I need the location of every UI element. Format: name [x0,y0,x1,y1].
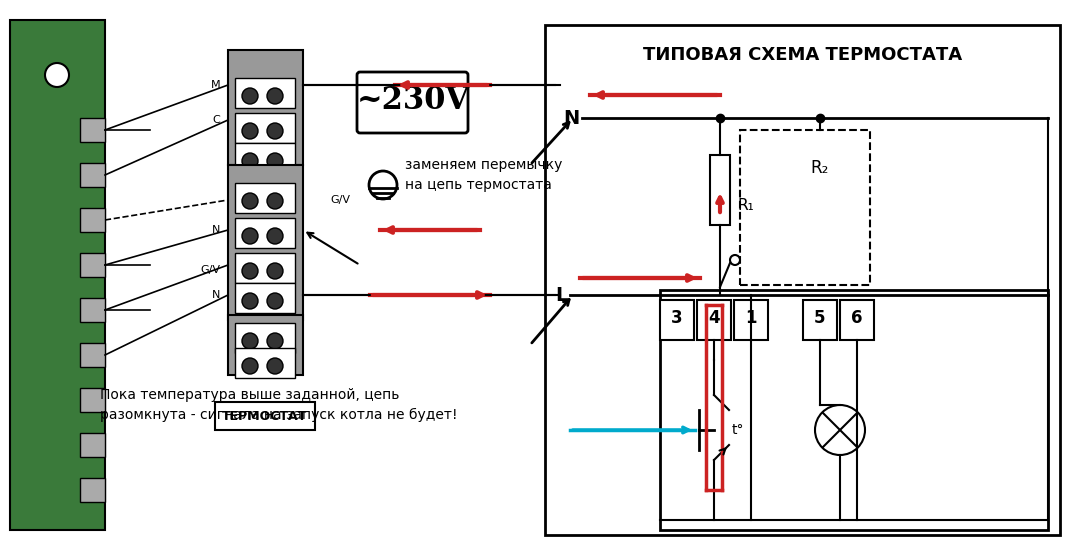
Text: 6: 6 [851,309,863,327]
Circle shape [242,333,258,349]
Text: 5: 5 [814,309,826,327]
Bar [228,315,303,375]
Bar [215,402,315,430]
Bar [80,253,105,277]
Circle shape [242,153,258,169]
Text: заменяем перемычку: заменяем перемычку [405,158,562,172]
Text: 4: 4 [708,309,720,327]
Circle shape [267,123,283,139]
Text: R₁: R₁ [738,197,755,212]
Text: N: N [563,108,579,127]
Circle shape [242,293,258,309]
Bar [803,300,838,340]
Bar [235,143,295,173]
Bar [235,113,295,143]
Text: на цепь термостата: на цепь термостата [405,178,552,192]
Text: ТЕРМОСТАТ: ТЕРМОСТАТ [223,410,307,423]
Circle shape [242,358,258,374]
Text: N: N [212,290,220,300]
Bar [235,78,295,108]
Circle shape [267,228,283,244]
Bar [80,163,105,187]
Circle shape [267,358,283,374]
Text: ~230V: ~230V [357,85,469,116]
Bar [235,348,295,378]
Bar [235,323,295,353]
Circle shape [815,405,865,455]
Circle shape [267,88,283,104]
Text: N: N [212,225,220,235]
Bar [228,50,303,165]
Text: L: L [555,285,568,305]
FancyBboxPatch shape [357,72,468,133]
Circle shape [267,153,283,169]
Text: M: M [210,80,220,90]
Circle shape [242,123,258,139]
Bar [710,155,730,225]
Text: 1: 1 [745,309,757,327]
Circle shape [45,63,69,87]
Circle shape [267,333,283,349]
Bar [80,208,105,232]
Bar [740,130,870,285]
Bar [80,343,105,367]
Circle shape [242,193,258,209]
Bar [840,300,874,340]
Text: R₂: R₂ [811,159,829,177]
Bar [235,283,295,313]
Bar [80,298,105,322]
Text: G/V: G/V [330,195,350,205]
Circle shape [369,171,397,199]
Bar [660,300,694,340]
Text: разомкнута - сигнала на запуск котла не будет!: разомкнута - сигнала на запуск котла не … [100,408,457,422]
Text: C: C [212,115,220,125]
Bar [697,300,731,340]
Bar [80,478,105,502]
Circle shape [267,293,283,309]
Bar [80,433,105,457]
Bar [235,183,295,213]
Bar [80,118,105,142]
Bar [545,25,1060,535]
Bar [235,218,295,248]
Circle shape [267,263,283,279]
Circle shape [242,88,258,104]
Bar [734,300,768,340]
Bar [80,388,105,412]
Text: t°: t° [731,423,744,437]
Text: G/V: G/V [200,265,220,275]
Circle shape [267,193,283,209]
Text: Пока температура выше заданной, цепь: Пока температура выше заданной, цепь [100,388,399,402]
Bar [660,290,1049,530]
Circle shape [242,228,258,244]
Bar [10,20,105,530]
Circle shape [242,263,258,279]
Text: 3: 3 [672,309,683,327]
Bar [228,165,303,320]
Circle shape [730,255,740,265]
Bar [235,253,295,283]
Text: ТИПОВАЯ СХЕМА ТЕРМОСТАТА: ТИПОВАЯ СХЕМА ТЕРМОСТАТА [643,46,962,64]
